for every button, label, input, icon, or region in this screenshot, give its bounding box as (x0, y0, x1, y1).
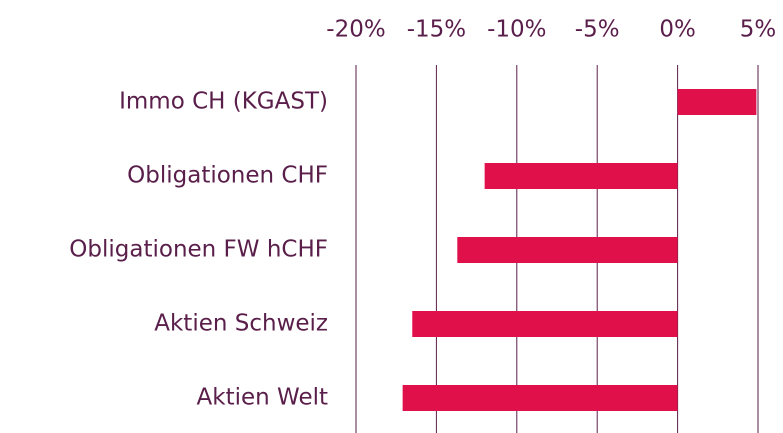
bar (484, 163, 678, 189)
y-tick-label: Aktien Schweiz (154, 311, 328, 337)
x-tick-label: 5% (740, 17, 777, 43)
bar (457, 237, 678, 263)
x-tick-label: -20% (326, 17, 385, 43)
x-tick-label: -15% (407, 17, 466, 43)
x-tick-label: 0% (659, 17, 696, 43)
y-tick-label: Obligationen CHF (127, 163, 328, 189)
bar (412, 311, 678, 337)
y-tick-label: Obligationen FW hCHF (69, 237, 328, 263)
x-tick-label: -10% (487, 17, 546, 43)
bar (677, 89, 757, 115)
y-tick-label: Aktien Welt (197, 385, 328, 411)
y-tick-label: Immo CH (KGAST) (119, 89, 328, 115)
bar (402, 385, 678, 411)
x-tick-label: -5% (575, 17, 620, 43)
